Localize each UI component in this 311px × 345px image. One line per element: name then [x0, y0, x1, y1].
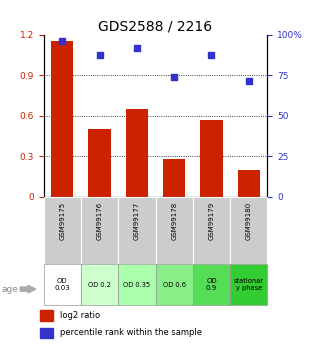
Text: OD 0.2: OD 0.2: [88, 282, 111, 288]
Text: log2 ratio: log2 ratio: [60, 310, 100, 319]
Point: [246, 78, 251, 83]
Text: OD 0.6: OD 0.6: [163, 282, 186, 288]
Text: GSM99178: GSM99178: [171, 202, 177, 240]
Bar: [88, 129, 111, 197]
Bar: [118, 197, 156, 264]
Bar: [51, 41, 73, 197]
Bar: [39, 310, 53, 321]
Bar: [39, 328, 53, 338]
Text: percentile rank within the sample: percentile rank within the sample: [60, 328, 202, 337]
Bar: [126, 109, 148, 197]
Bar: [118, 264, 156, 305]
Text: GSM99176: GSM99176: [96, 202, 103, 240]
Bar: [156, 197, 193, 264]
Bar: [230, 264, 267, 305]
Point: [97, 52, 102, 58]
Text: OD 0.35: OD 0.35: [123, 282, 151, 288]
Bar: [193, 197, 230, 264]
Text: GSM99177: GSM99177: [134, 202, 140, 240]
Text: OD
0.03: OD 0.03: [54, 278, 70, 291]
Bar: [163, 159, 185, 197]
Point: [134, 46, 139, 51]
Text: GSM99179: GSM99179: [208, 202, 215, 240]
Bar: [156, 264, 193, 305]
Bar: [81, 264, 118, 305]
Point: [60, 38, 65, 44]
Text: OD
0.9: OD 0.9: [206, 278, 217, 291]
Text: GSM99180: GSM99180: [246, 202, 252, 240]
Bar: [238, 170, 260, 197]
Text: GSM99175: GSM99175: [59, 202, 65, 240]
Bar: [44, 264, 81, 305]
Text: stationar
y phase: stationar y phase: [234, 278, 264, 291]
Point: [172, 75, 177, 80]
Bar: [230, 197, 267, 264]
Title: GDS2588 / 2216: GDS2588 / 2216: [99, 19, 212, 33]
Bar: [200, 120, 223, 197]
Bar: [81, 197, 118, 264]
Text: age: age: [2, 285, 18, 294]
Bar: [193, 264, 230, 305]
Bar: [44, 197, 81, 264]
FancyArrow shape: [20, 285, 36, 293]
Point: [209, 52, 214, 58]
